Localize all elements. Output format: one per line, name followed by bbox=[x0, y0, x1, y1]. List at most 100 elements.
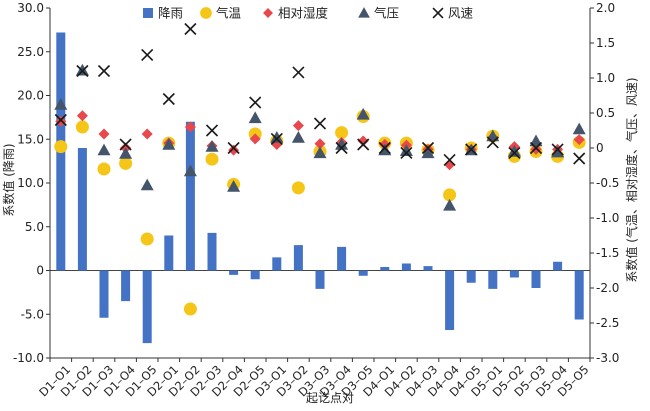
point-wind-speed bbox=[421, 141, 435, 155]
point-temperature bbox=[119, 156, 133, 170]
point-humidity bbox=[249, 133, 261, 145]
right-y-tick-label: 0.5 bbox=[596, 106, 615, 120]
point-temperature bbox=[291, 181, 305, 195]
point-wind-speed bbox=[292, 66, 305, 79]
bar-rainfall bbox=[121, 270, 131, 302]
right-y-tick-label: -3.0 bbox=[596, 351, 619, 365]
bar-rainfall bbox=[142, 270, 152, 344]
legend-label: 相对湿度 bbox=[278, 6, 329, 21]
point-temperature bbox=[54, 140, 68, 154]
left-y-tick-label: 25.0 bbox=[17, 45, 44, 59]
point-wind-speed bbox=[508, 146, 521, 159]
bar-rainfall bbox=[488, 270, 498, 289]
point-temperature bbox=[335, 126, 349, 140]
x-axis-title: 起讫点对 bbox=[306, 391, 354, 405]
point-wind-speed bbox=[529, 141, 543, 155]
right-y-axis-title: 系数值 (气温、相对湿度、气压、风速) bbox=[624, 77, 639, 282]
left-y-tick-label: -10.0 bbox=[13, 351, 44, 365]
point-pressure bbox=[119, 147, 133, 159]
bar-rainfall bbox=[401, 263, 411, 271]
point-humidity bbox=[98, 128, 110, 140]
legend-rainfall: 降雨 bbox=[143, 6, 183, 21]
right-y-tick-label: 0 bbox=[596, 141, 604, 155]
point-humidity bbox=[292, 120, 304, 132]
bar-rainfall bbox=[509, 270, 519, 278]
point-wind-speed bbox=[227, 141, 240, 155]
point-pressure bbox=[572, 122, 586, 135]
left-y-tick-label: 20.0 bbox=[17, 89, 44, 103]
right-y-tick-label: 1.0 bbox=[596, 71, 615, 85]
bar-rainfall bbox=[77, 148, 87, 271]
legend-swatch bbox=[200, 7, 212, 19]
point-temperature bbox=[75, 120, 89, 134]
point-wind-speed bbox=[141, 48, 154, 61]
point-wind-speed bbox=[335, 141, 348, 155]
point-wind-speed bbox=[97, 64, 111, 78]
bar-rainfall bbox=[445, 270, 455, 330]
point-wind-speed bbox=[400, 146, 413, 159]
legend-label: 风速 bbox=[448, 6, 474, 21]
right-y-tick-label: 2.0 bbox=[596, 1, 615, 15]
bar-rainfall bbox=[315, 270, 325, 289]
point-wind-speed bbox=[313, 117, 327, 130]
point-humidity bbox=[314, 138, 326, 150]
bar-rainfall bbox=[293, 245, 303, 271]
legend-label: 降雨 bbox=[158, 6, 183, 21]
bar-rainfall bbox=[164, 235, 174, 271]
legend-wind-speed: 风速 bbox=[432, 6, 474, 21]
point-temperature bbox=[183, 302, 197, 316]
point-wind-speed bbox=[465, 143, 478, 156]
point-wind-speed bbox=[357, 138, 370, 151]
point-wind-speed bbox=[573, 152, 586, 165]
point-humidity bbox=[357, 135, 369, 147]
point-pressure bbox=[421, 146, 435, 159]
point-wind-speed bbox=[249, 96, 262, 109]
point-pressure bbox=[75, 63, 89, 76]
point-pressure bbox=[97, 143, 111, 156]
point-humidity bbox=[228, 144, 240, 156]
left-y-tick-label: 30.0 bbox=[17, 1, 44, 15]
point-pressure bbox=[54, 98, 68, 110]
point-wind-speed bbox=[270, 132, 283, 145]
point-wind-speed bbox=[443, 153, 456, 166]
point-temperature bbox=[140, 232, 154, 246]
point-wind-speed bbox=[54, 113, 67, 127]
bar-rainfall bbox=[423, 266, 433, 271]
legend-label: 气压 bbox=[374, 6, 399, 21]
point-pressure bbox=[162, 138, 176, 150]
legend-swatch bbox=[143, 8, 153, 18]
point-pressure bbox=[529, 134, 543, 147]
point-temperature bbox=[443, 188, 457, 202]
left-y-tick-label: 5.0 bbox=[25, 220, 44, 234]
bar-rainfall bbox=[185, 121, 195, 271]
legend-temperature: 气温 bbox=[200, 6, 242, 21]
left-y-tick-label: 15.0 bbox=[17, 132, 44, 146]
legend-label: 气温 bbox=[216, 6, 242, 21]
point-pressure bbox=[227, 180, 241, 192]
point-humidity bbox=[55, 115, 67, 127]
point-pressure bbox=[551, 145, 565, 158]
point-temperature bbox=[205, 152, 219, 166]
point-wind-speed bbox=[551, 143, 564, 156]
point-pressure bbox=[140, 178, 154, 191]
right-y-tick-label: -0.5 bbox=[596, 176, 619, 190]
point-wind-speed bbox=[76, 64, 89, 78]
right-y-tick-label: -1.5 bbox=[596, 246, 619, 260]
point-humidity bbox=[530, 143, 542, 155]
right-y-tick-label: -2.5 bbox=[596, 316, 619, 330]
point-pressure bbox=[399, 144, 413, 156]
point-wind-speed bbox=[205, 124, 219, 137]
legend-swatch bbox=[263, 8, 273, 18]
left-y-tick-label: 0 bbox=[36, 264, 44, 278]
point-pressure bbox=[335, 138, 349, 150]
point-pressure bbox=[443, 198, 457, 211]
point-temperature bbox=[97, 162, 111, 176]
right-y-tick-label: -1.0 bbox=[596, 211, 619, 225]
right-y-tick-label: -2.0 bbox=[596, 281, 619, 295]
left-y-tick-label: -5.0 bbox=[21, 307, 44, 321]
point-wind-speed bbox=[486, 136, 499, 149]
point-pressure bbox=[356, 107, 370, 120]
legend-pressure: 气压 bbox=[358, 6, 399, 21]
bar-rainfall bbox=[207, 232, 217, 271]
